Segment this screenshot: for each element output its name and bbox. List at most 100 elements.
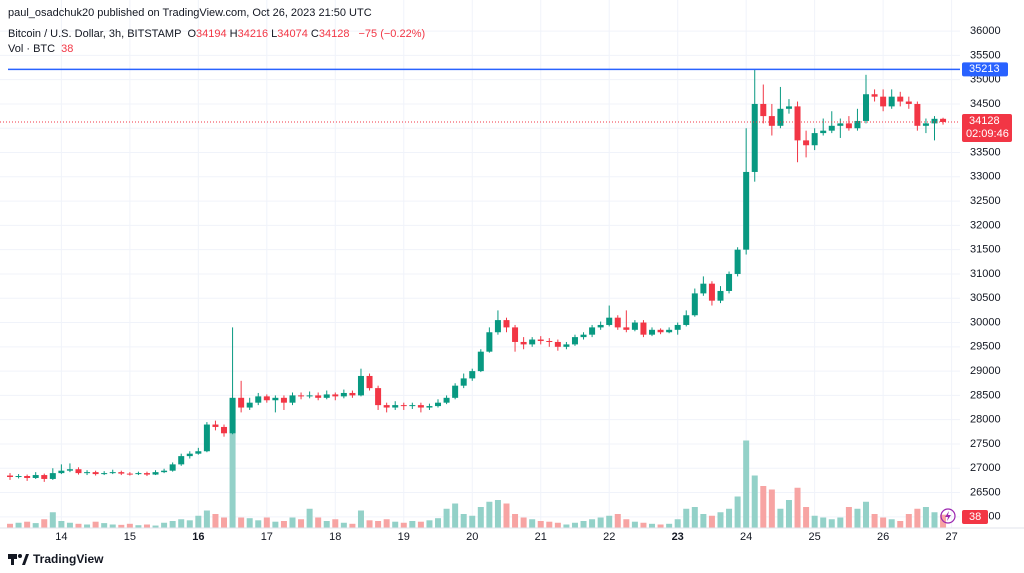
candle-body — [400, 405, 407, 407]
candle-body — [614, 317, 621, 328]
volume-bar — [169, 521, 176, 528]
published-line: paul_osadchuk20 published on TradingView… — [8, 7, 375, 19]
volume-bar — [443, 508, 450, 528]
current-price-label: 34128 — [969, 115, 1000, 127]
x-tick-label: 18 — [329, 531, 341, 543]
volume-bar — [452, 503, 459, 528]
volume-bar — [92, 521, 99, 528]
volume-bar — [691, 507, 698, 528]
candle-body — [315, 395, 322, 398]
alert-icon — [940, 508, 956, 524]
y-tick-label: 35000 — [970, 74, 1001, 86]
candle-body — [143, 473, 150, 475]
y-tick-label: 28500 — [970, 389, 1001, 401]
volume-bar — [726, 508, 733, 528]
volume-bar — [922, 507, 929, 528]
volume-label: Vol · BTC — [8, 43, 56, 55]
volume-bar — [785, 500, 792, 528]
volume-bar — [323, 521, 330, 528]
y-tick-label: 36000 — [970, 25, 1001, 37]
candle-body — [537, 339, 544, 341]
y-tick-label: 28000 — [970, 414, 1001, 426]
volume-bar — [631, 521, 638, 528]
volume-bar — [426, 520, 433, 528]
x-tick-label: 16 — [192, 531, 204, 543]
candle-body — [897, 96, 904, 102]
volume-bar — [383, 519, 390, 528]
volume-bar — [828, 519, 835, 528]
volume-bar — [529, 519, 536, 528]
candle-body — [871, 94, 878, 97]
volume-bar — [863, 501, 870, 528]
candle-body — [7, 475, 14, 477]
candle-body — [417, 405, 424, 408]
x-tick-label: 21 — [535, 531, 547, 543]
volume-bar — [357, 510, 364, 528]
volume-bar — [161, 522, 168, 528]
candle-body — [195, 451, 202, 454]
candle-body — [221, 426, 228, 434]
candle-body — [777, 108, 784, 126]
volume-bar — [298, 519, 305, 528]
candle-body — [794, 106, 801, 141]
price-line-label: 35213 — [969, 63, 1000, 75]
candle-body — [15, 476, 22, 478]
volume-bar — [280, 521, 287, 528]
volume-bar — [306, 508, 313, 528]
y-tick-label: 30000 — [970, 316, 1001, 328]
volume-bar — [503, 503, 510, 528]
volume-bar — [66, 522, 73, 528]
candle-body — [426, 406, 433, 408]
volume-bar — [460, 514, 467, 528]
volume-bar — [837, 517, 844, 528]
y-tick-label: 29500 — [970, 341, 1001, 353]
brand-logo: TradingView — [8, 552, 104, 566]
candle-body — [477, 351, 484, 372]
candle-body — [178, 456, 185, 465]
volume-bar — [914, 508, 921, 528]
candle-body — [940, 118, 947, 123]
volume-bar — [24, 521, 31, 528]
volume-bar — [571, 522, 578, 528]
candle-body — [452, 385, 459, 398]
volume-bar — [435, 518, 442, 528]
y-tick-label: 32000 — [970, 219, 1001, 231]
legend-key: O — [187, 28, 197, 40]
volume-bar — [520, 517, 527, 528]
volume-bar — [340, 522, 347, 528]
candle-body — [49, 473, 56, 479]
candle-body — [854, 120, 861, 129]
candle-body — [649, 329, 656, 335]
volume-bar — [854, 508, 861, 528]
candle-body — [905, 101, 912, 104]
volume-bar — [743, 440, 750, 528]
candle-body — [58, 470, 65, 474]
legend-key: H — [229, 28, 238, 40]
candle-body — [75, 469, 82, 474]
volume-bar — [272, 521, 279, 528]
legend-value: 34194 — [196, 28, 227, 40]
symbol: Bitcoin / U.S. Dollar, 3h, BITSTAMP — [8, 28, 182, 40]
volume-bar — [897, 521, 904, 528]
candle-body — [708, 283, 715, 301]
volume-bar — [657, 524, 664, 528]
candle-body — [700, 283, 707, 294]
symbol-line: Bitcoin / U.S. Dollar, 3h, BITSTAMP O341… — [8, 28, 428, 40]
candle-body — [768, 116, 775, 126]
volume-bar — [546, 521, 553, 528]
legend-key: C — [310, 28, 319, 40]
volume-bar — [666, 523, 673, 528]
volume-bar — [409, 521, 416, 528]
candle-body — [623, 327, 630, 330]
volume-bar — [417, 521, 424, 528]
y-tick-label: 32500 — [970, 195, 1001, 207]
published: paul_osadchuk20 published on TradingView… — [8, 7, 372, 19]
volume-bar — [15, 522, 22, 528]
volume-bar — [674, 519, 681, 528]
candle-body — [726, 273, 733, 291]
current-price-box — [962, 114, 1012, 143]
candle-body — [589, 327, 596, 335]
